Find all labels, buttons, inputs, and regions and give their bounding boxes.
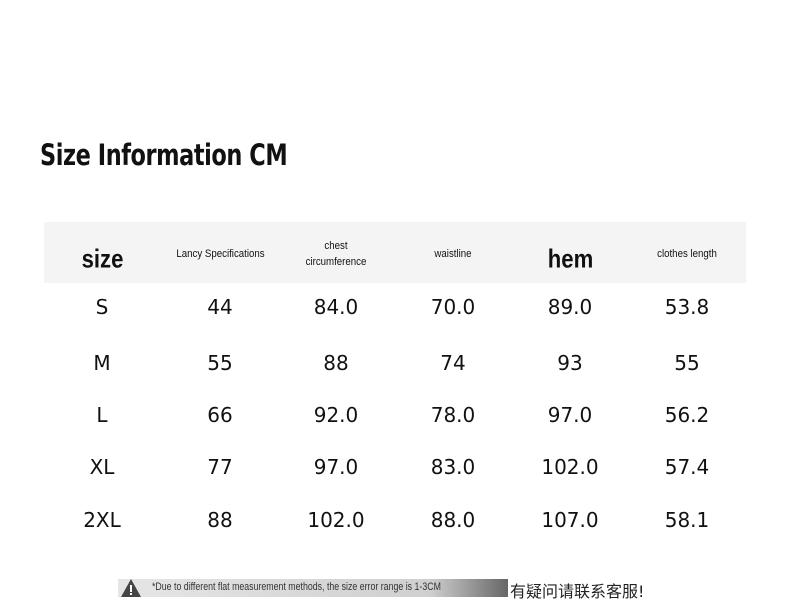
table-cell: 53.8 (664, 295, 710, 319)
table-cell: 2XL (83, 508, 121, 532)
table-cell: XL (89, 455, 115, 479)
footer-note: *Due to different flat measurement metho… (152, 581, 441, 593)
table-cell: 88 (207, 508, 233, 532)
table-cell: 102.0 (307, 508, 365, 532)
table-cell: 55 (674, 351, 700, 375)
table-cell: 107.0 (541, 508, 599, 532)
table-cell: 84.0 (313, 295, 359, 319)
table-cell: 58.1 (664, 508, 710, 532)
column-header: Lancy Specifications (175, 248, 265, 260)
column-header: clothes length (657, 248, 717, 260)
column-header: size (81, 243, 123, 274)
table-cell: 97.0 (313, 455, 359, 479)
table-cell: 89.0 (547, 295, 593, 319)
footer-band (118, 579, 508, 597)
table-cell: 88 (323, 351, 349, 375)
table-cell: 56.2 (664, 403, 710, 427)
table-cell: 77 (207, 455, 233, 479)
table-cell: 78.0 (430, 403, 476, 427)
table-cell: 57.4 (664, 455, 710, 479)
table-cell: 97.0 (547, 403, 593, 427)
table-cell: 74 (440, 351, 466, 375)
title: Size Information CM (40, 138, 288, 172)
column-header: waistline (434, 248, 472, 260)
table-cell: 92.0 (313, 403, 359, 427)
table-cell: 88.0 (430, 508, 476, 532)
table-cell: 66 (207, 403, 233, 427)
column-header: hem (547, 243, 593, 274)
table-cell: 102.0 (541, 455, 599, 479)
table-cell: 55 (207, 351, 233, 375)
column-header: chest circumference (305, 240, 367, 268)
table-cell: S (95, 295, 109, 319)
footer-contact: 有疑问请联系客服! (510, 582, 645, 601)
table-cell: L (96, 403, 108, 427)
table-cell: 93 (557, 351, 583, 375)
warning-icon (121, 579, 141, 597)
table-cell: M (93, 351, 111, 375)
table-cell: 70.0 (430, 295, 476, 319)
header-band (44, 222, 746, 283)
table-cell: 83.0 (430, 455, 476, 479)
footer: *Due to different flat measurement metho… (118, 576, 658, 601)
table-cell: 44 (207, 295, 233, 319)
